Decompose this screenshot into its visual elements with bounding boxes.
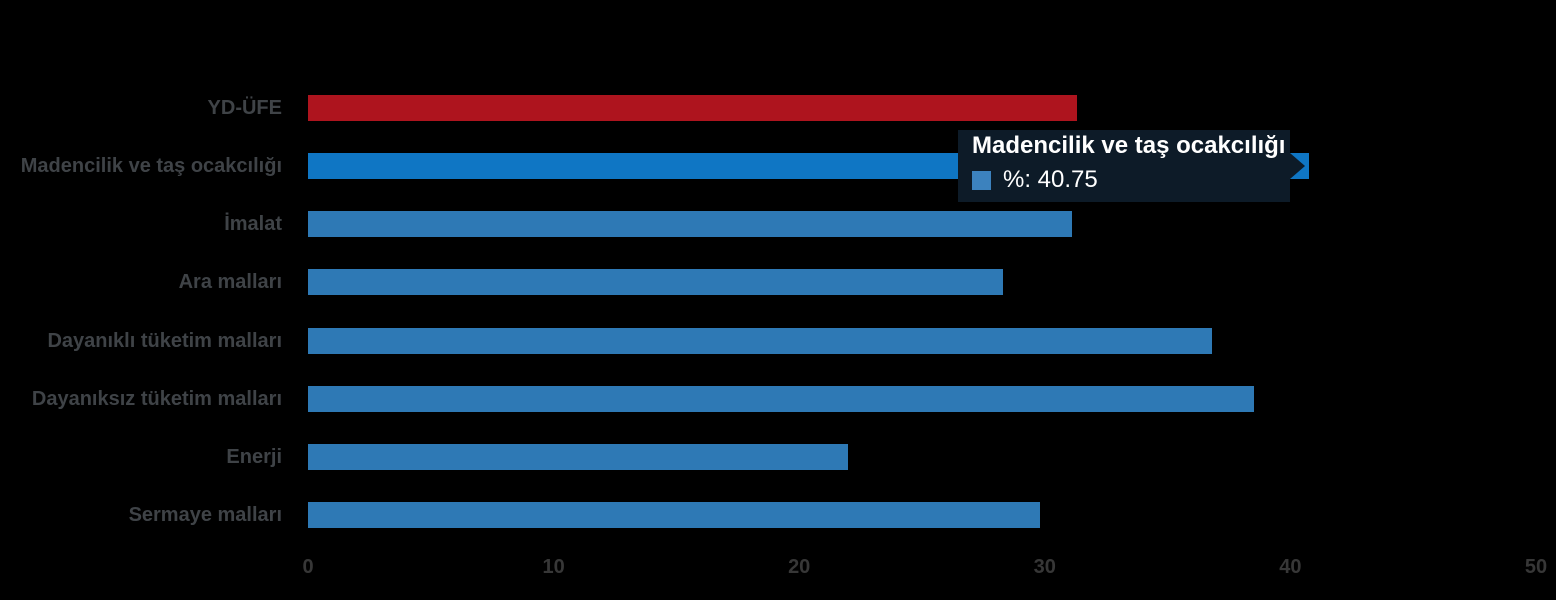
- x-axis-tick-label: 20: [788, 556, 811, 578]
- category-label: YD-ÜFE: [207, 97, 282, 119]
- tooltip: Madencilik ve taş ocakcılığı %: 40.75: [958, 130, 1290, 202]
- bar-category[interactable]: [308, 386, 1254, 412]
- tooltip-value: %: 40.75: [1003, 166, 1098, 193]
- x-axis-tick-label: 0: [302, 556, 314, 578]
- chart-row: Ara malları: [0, 269, 1556, 295]
- bar-category[interactable]: [308, 502, 1040, 528]
- bar-yd-ufe[interactable]: [308, 95, 1077, 121]
- bar-category[interactable]: [308, 269, 1003, 295]
- chart-row: İmalat: [0, 211, 1556, 237]
- category-label: İmalat: [224, 213, 282, 235]
- chart-row: Dayanıksız tüketim malları: [0, 386, 1556, 412]
- category-label: Sermaye malları: [128, 504, 282, 526]
- category-label: Dayanıklı tüketim malları: [47, 330, 282, 352]
- category-label: Dayanıksız tüketim malları: [31, 388, 282, 410]
- category-label: Madencilik ve taş ocakcılığı: [20, 155, 282, 177]
- tooltip-value-row: %: 40.75: [972, 166, 1290, 194]
- bar-category[interactable]: [308, 328, 1212, 354]
- tooltip-series-swatch-icon: [972, 170, 991, 190]
- chart-row: Dayanıklı tüketim malları: [0, 328, 1556, 354]
- x-axis-tick-label: 50: [1524, 556, 1548, 578]
- bar-category[interactable]: [308, 211, 1072, 237]
- chart-row: Madencilik ve taş ocakcılığı: [0, 153, 1556, 179]
- chart-row: Enerji: [0, 444, 1556, 470]
- tooltip-title: Madencilik ve taş ocakcılığı: [972, 132, 1286, 159]
- chart-row: Sermaye malları: [0, 502, 1556, 528]
- tooltip-chevron-right-icon: [1290, 153, 1305, 179]
- chart-row: YD-ÜFE: [0, 95, 1556, 121]
- x-axis-tick-label: 10: [542, 556, 565, 578]
- x-axis-tick-label: 30: [1033, 556, 1056, 578]
- category-label: Ara malları: [178, 271, 282, 293]
- x-axis-tick-label: 40: [1279, 556, 1302, 578]
- category-label: Enerji: [226, 446, 282, 468]
- bar-category[interactable]: [308, 444, 849, 470]
